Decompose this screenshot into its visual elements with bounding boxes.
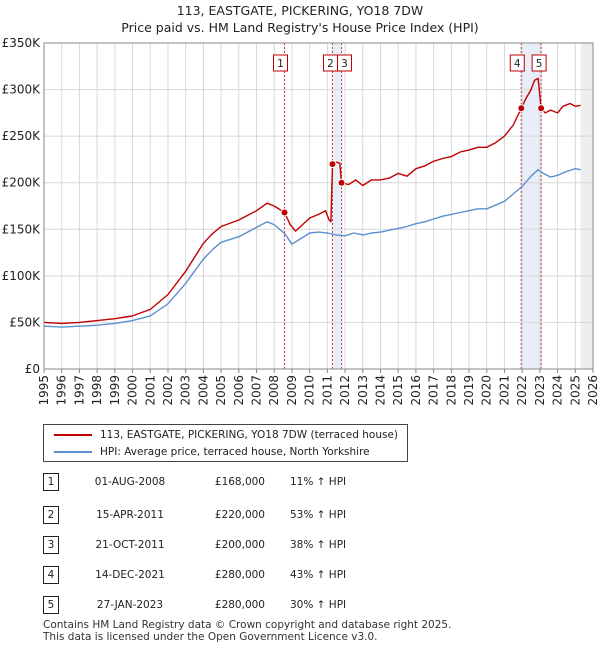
y-tick-label: £150K (2, 222, 42, 236)
transaction-hpi: 53% ↑ HPI (290, 509, 347, 521)
x-tick-label: 2007 (250, 375, 264, 406)
transaction-number: 2 (43, 506, 59, 524)
x-tick-label: 2011 (320, 375, 334, 406)
plot-border (43, 42, 594, 370)
x-tick-label: 1997 (72, 375, 86, 406)
x-tick-label: 2008 (267, 375, 281, 406)
transaction-price: £220,000 (214, 509, 265, 521)
x-tick-label: 2015 (391, 375, 405, 406)
transaction-price: £200,000 (214, 539, 265, 551)
sale-label-box (509, 54, 525, 72)
x-tick-label: 1999 (108, 375, 122, 406)
sale-label-box (272, 54, 288, 72)
y-tick-label: £200K (2, 176, 42, 190)
table-row: 1 01-AUG-2008 £168,000 11% ↑ HPI (0, 473, 600, 491)
x-tick-label: 2016 (409, 375, 423, 406)
x-tick-label: 2024 (551, 375, 565, 406)
chart-title: 113, EASTGATE, PICKERING, YO18 7DW (177, 3, 424, 18)
y-tick-label: £250K (2, 129, 42, 143)
transaction-date: 15-APR-2011 (96, 509, 164, 521)
hpi-line (43, 168, 581, 328)
x-tick-label: 2023 (533, 375, 547, 406)
table-row: 4 14-DEC-2021 £280,000 43% ↑ HPI (0, 566, 600, 584)
transaction-hpi: 11% ↑ HPI (290, 476, 347, 488)
x-tick-label: 1998 (90, 375, 104, 406)
y-tick-label: £100K (2, 269, 42, 283)
x-tick-label: 2021 (497, 375, 511, 406)
x-tick-label: 2012 (338, 375, 352, 406)
x-tick-label: 2010 (303, 375, 317, 406)
transaction-price: £280,000 (214, 599, 265, 611)
x-tick-label: 2025 (568, 375, 582, 406)
x-tick-label: 2022 (515, 375, 529, 406)
table-row: 2 15-APR-2011 £220,000 53% ↑ HPI (0, 506, 600, 524)
chart-subtitle: Price paid vs. HM Land Registry's House … (121, 20, 478, 35)
sale-band (520, 43, 543, 369)
transaction-date: 27-JAN-2023 (96, 599, 164, 611)
sale-label-box (337, 54, 353, 72)
sale-label: 1 (277, 58, 284, 70)
sale-band (283, 43, 286, 369)
transaction-hpi: 30% ↑ HPI (290, 599, 347, 611)
x-tick-label: 1995 (37, 375, 51, 406)
sale-label: 3 (341, 58, 348, 70)
transaction-number: 3 (43, 536, 59, 554)
footer: Contains HM Land Registry data © Crown c… (43, 619, 451, 643)
legend-swatch-hpi (54, 451, 92, 453)
legend-label-property: 113, EASTGATE, PICKERING, YO18 7DW (terr… (100, 429, 399, 441)
transaction-hpi: 43% ↑ HPI (290, 569, 347, 581)
sale-point (337, 178, 346, 187)
y-tick-label: £50K (9, 315, 41, 329)
transaction-price: £280,000 (214, 569, 265, 581)
x-tick-label: 2013 (356, 375, 370, 406)
x-tick-label: 2002 (161, 375, 175, 406)
y-tick-label: £0 (25, 362, 40, 376)
y-tick-label: £300K (2, 83, 42, 97)
legend: 113, EASTGATE, PICKERING, YO18 7DW (terr… (43, 424, 408, 462)
transaction-number: 1 (43, 473, 59, 491)
sale-label: 5 (536, 58, 543, 70)
x-tick-label: 2005 (214, 375, 228, 406)
x-tick-label: 2019 (462, 375, 476, 406)
transaction-hpi: 38% ↑ HPI (290, 539, 347, 551)
x-tick-label: 2026 (586, 375, 600, 406)
x-tick-label: 2017 (427, 375, 441, 406)
x-tick-label: 2020 (480, 375, 494, 406)
y-tick-label: £350K (2, 36, 42, 50)
transaction-price: £168,000 (214, 476, 265, 488)
sale-point (517, 104, 526, 113)
transaction-date: 14-DEC-2021 (95, 569, 165, 581)
sale-point (328, 160, 337, 169)
sale-label-box (531, 54, 547, 72)
sale-band (331, 43, 343, 369)
sale-label: 2 (327, 58, 334, 70)
footer-copyright: Contains HM Land Registry data © Crown c… (43, 619, 452, 631)
footer-license: This data is licensed under the Open Gov… (43, 631, 378, 643)
x-tick-label: 2014 (373, 375, 387, 406)
x-tick-label: 2000 (126, 375, 140, 406)
sale-label: 4 (514, 58, 521, 70)
x-tick-label: 2003 (179, 375, 193, 406)
x-tick-label: 1996 (55, 375, 69, 406)
transaction-date: 01-AUG-2008 (94, 476, 166, 488)
table-row: 3 21-OCT-2011 £200,000 38% ↑ HPI (0, 536, 600, 554)
sale-point (537, 104, 546, 113)
price-chart: 113, EASTGATE, PICKERING, YO18 7DW Price… (2, 3, 600, 406)
transaction-number: 4 (43, 566, 59, 584)
legend-swatch-property (54, 434, 92, 436)
future-shade (580, 43, 593, 369)
transaction-number: 5 (43, 596, 59, 614)
plot-area (44, 43, 593, 369)
x-tick-label: 2009 (285, 375, 299, 406)
x-tick-label: 2004 (196, 375, 210, 406)
sale-point (280, 208, 289, 217)
transaction-date: 21-OCT-2011 (95, 539, 165, 551)
legend-label-hpi: HPI: Average price, terraced house, Nort… (100, 446, 370, 458)
x-tick-label: 2018 (444, 375, 458, 406)
x-tick-label: 2001 (143, 375, 157, 406)
property-price-line (43, 77, 581, 325)
x-tick-label: 2006 (232, 375, 246, 406)
table-row: 5 27-JAN-2023 £280,000 30% ↑ HPI (0, 596, 600, 614)
